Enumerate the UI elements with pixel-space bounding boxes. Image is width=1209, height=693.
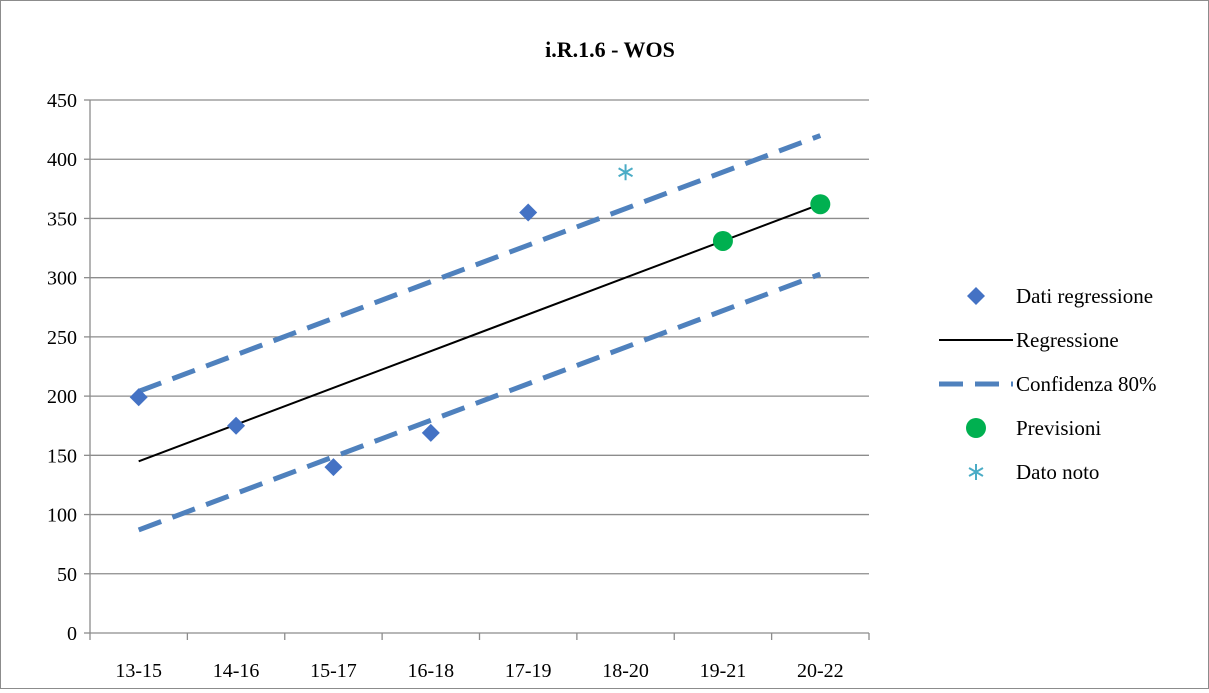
legend-label: Dato noto [1016,460,1099,484]
y-tick-label: 50 [57,564,77,586]
legend-label: Regressione [1016,328,1119,352]
x-tick-label: 16-18 [407,660,454,682]
y-tick-label: 450 [47,90,77,112]
x-tick-label: 15-17 [310,660,357,682]
y-tick-label: 200 [47,386,77,408]
forecast-point [810,194,831,215]
y-tick-label: 300 [47,268,77,290]
y-tick-label: 100 [47,505,77,527]
data-point-diamond [324,458,343,477]
confidence-line [137,271,822,533]
chart-title: i.R.1.6 - WOS [545,37,675,62]
legend: Dati regressione Regressione Confidenza 80… [939,284,1157,484]
x-tick-label: 17-19 [505,660,552,682]
legend-label: Confidenza 80% [1016,372,1157,396]
y-tick-label: 350 [47,208,77,230]
x-tick-label: 19-21 [700,660,747,682]
y-tick-label: 150 [47,445,77,467]
axes: 0 50 100 150 200 250 300 350 400 450 13-15 14-16 15-… [47,90,870,682]
legend-symbol [967,287,985,305]
data-point-diamond [421,423,440,442]
y-tick-label: 400 [47,149,77,171]
gridlines [90,99,869,575]
x-tick-label: 18-20 [602,660,649,682]
legend-label: Previsioni [1016,416,1101,440]
regression-line [138,203,821,463]
x-tick-label: 14-16 [213,660,260,682]
y-tick-label: 0 [67,623,77,645]
legend-symbol [968,464,984,480]
x-tick-label: 13-15 [115,660,162,682]
legend-symbol [966,418,986,438]
legend-label: Dati regressione [1016,284,1153,308]
x-tick-label: 20-22 [797,660,844,682]
forecast-point [712,230,733,251]
confidence-line [137,133,822,394]
y-tick-label: 250 [47,327,77,349]
known-value-point [618,164,634,181]
data-point-diamond [227,416,246,435]
series [129,133,831,533]
data-point-diamond [129,388,148,407]
data-point-diamond [519,203,538,222]
